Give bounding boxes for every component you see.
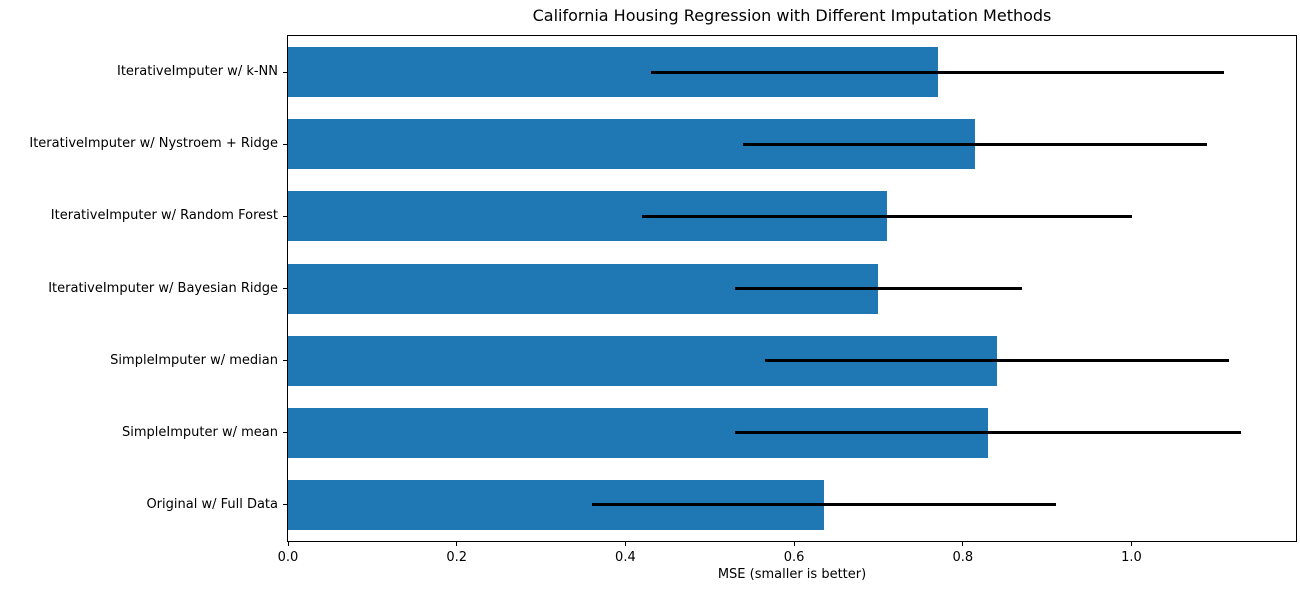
error-bar bbox=[743, 142, 1208, 146]
x-tick-mark bbox=[962, 542, 964, 546]
error-bar bbox=[764, 359, 1229, 363]
y-tick-mark bbox=[283, 288, 287, 289]
x-tick-mark bbox=[793, 542, 795, 546]
x-tick-label: 0.2 bbox=[446, 550, 468, 565]
y-tick-label: SimpleImputer w/ mean bbox=[122, 424, 278, 440]
x-tick-mark bbox=[456, 542, 458, 546]
error-bar bbox=[642, 214, 1132, 218]
y-tick-mark bbox=[283, 504, 287, 506]
x-tick-mark bbox=[624, 542, 626, 546]
error-bar bbox=[735, 287, 1022, 290]
y-tick-mark bbox=[283, 143, 287, 145]
y-tick-label: IterativeImputer w/ Random Forest bbox=[50, 208, 278, 224]
x-tick-label: 0.6 bbox=[783, 550, 805, 565]
x-axis-label: MSE (smaller is better) bbox=[717, 567, 867, 582]
y-tick-label: Original w/ Full Data bbox=[146, 496, 278, 512]
error-bar bbox=[591, 503, 1056, 507]
y-tick-mark bbox=[283, 432, 287, 434]
x-tick-label: 1.0 bbox=[1121, 550, 1142, 565]
y-tick-label: IterativeImputer w/ Nystroem + Ridge bbox=[29, 136, 278, 152]
chart-title: California Housing Regression with Diffe… bbox=[532, 6, 1052, 25]
x-tick-mark bbox=[287, 542, 289, 546]
plot-area bbox=[287, 35, 1297, 542]
y-tick-label: IterativeImputer w/ k-NN bbox=[116, 64, 278, 80]
x-tick-label: 0.4 bbox=[615, 550, 636, 565]
x-tick-label: 0.0 bbox=[277, 550, 299, 565]
y-tick-mark bbox=[283, 360, 287, 362]
x-tick-mark bbox=[1131, 542, 1132, 546]
y-tick-label: SimpleImputer w/ median bbox=[110, 352, 278, 368]
y-tick-label: IterativeImputer w/ Bayesian Ridge bbox=[48, 280, 278, 296]
error-bar bbox=[650, 70, 1225, 74]
y-tick-mark bbox=[283, 71, 287, 73]
y-tick-mark bbox=[283, 215, 287, 217]
error-bar bbox=[735, 431, 1242, 435]
x-tick-label: 0.8 bbox=[952, 550, 974, 565]
